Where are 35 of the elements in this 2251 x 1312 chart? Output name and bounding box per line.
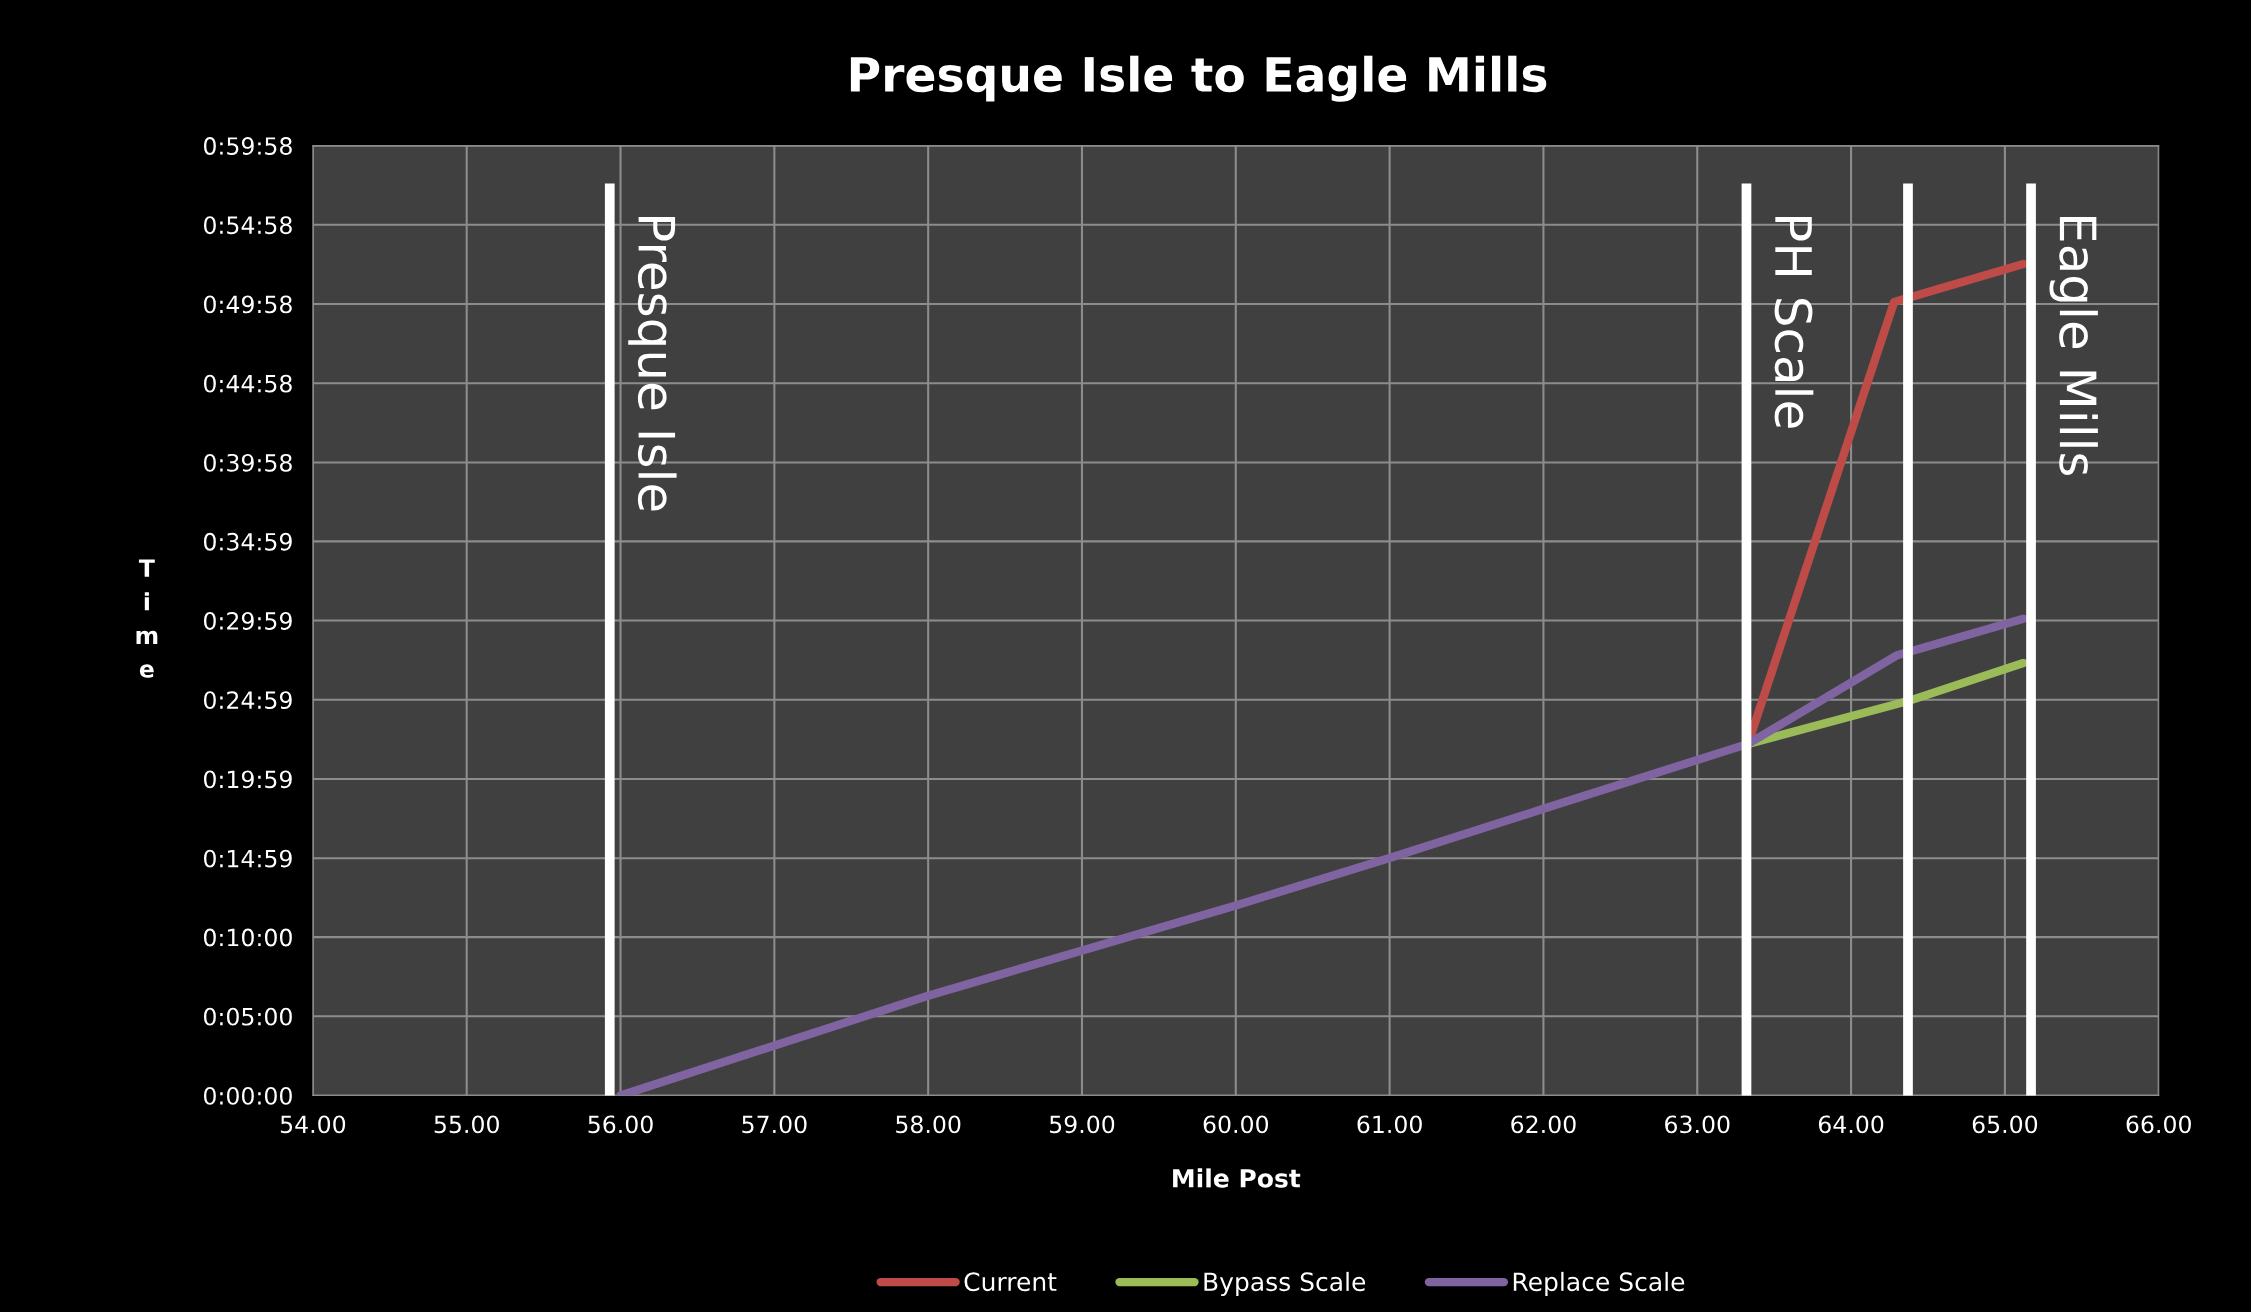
y-tick-label: 0:29:59 — [203, 612, 292, 630]
x-tick-label: 65.00 — [1972, 1115, 2038, 1134]
y-tick-label: 0:24:59 — [203, 691, 292, 710]
x-tick-label: 59.00 — [1050, 1115, 1115, 1134]
x-tick-label: 66.00 — [2126, 1115, 2191, 1134]
x-tick-label: 62.00 — [1511, 1115, 1576, 1134]
y-tick-label: 0:00:00 — [203, 1086, 292, 1105]
y-tick-label: 0:14:59 — [203, 849, 292, 868]
x-tick-label: 60.00 — [1203, 1115, 1269, 1134]
y-axis-title: Time — [136, 559, 158, 678]
ref-line-label: PH Scale — [1774, 217, 1814, 428]
legend-label: Bypass Scale — [1204, 1271, 1366, 1297]
y-tick-label: 0:54:58 — [203, 216, 292, 235]
x-tick-label: 64.00 — [1818, 1115, 1884, 1134]
legend-label: Current — [964, 1272, 1057, 1292]
chart-title: Presque Isle to Eagle Mills — [850, 55, 1547, 102]
y-tick-label: 0:59:58 — [203, 137, 292, 155]
legend-label: Replace Scale — [1513, 1271, 1685, 1297]
y-tick-label: 0:44:58 — [203, 374, 292, 393]
x-tick-label: 56.00 — [588, 1115, 653, 1134]
x-tick-label: 63.00 — [1665, 1115, 1730, 1134]
x-tick-label: 54.00 — [280, 1115, 346, 1134]
x-tick-label: 61.00 — [1357, 1115, 1422, 1134]
x-tick-label: 58.00 — [896, 1115, 961, 1134]
ref-line-label: Eagle Mills — [2049, 217, 2098, 476]
y-tick-label: 0:10:00 — [203, 928, 292, 947]
y-tick-label: 0:34:59 — [203, 532, 292, 551]
x-axis-title: Mile Post — [1173, 1168, 1301, 1188]
x-tick-label: 55.00 — [434, 1115, 499, 1134]
y-tick-label: 0:05:00 — [203, 1007, 292, 1026]
ref-line-label: Presque Isle — [628, 217, 677, 511]
y-tick-label: 0:39:58 — [203, 453, 292, 472]
x-tick-label: 57.00 — [742, 1115, 807, 1134]
y-tick-label: 0:49:58 — [203, 295, 292, 314]
y-tick-label: 0:19:59 — [203, 770, 292, 789]
